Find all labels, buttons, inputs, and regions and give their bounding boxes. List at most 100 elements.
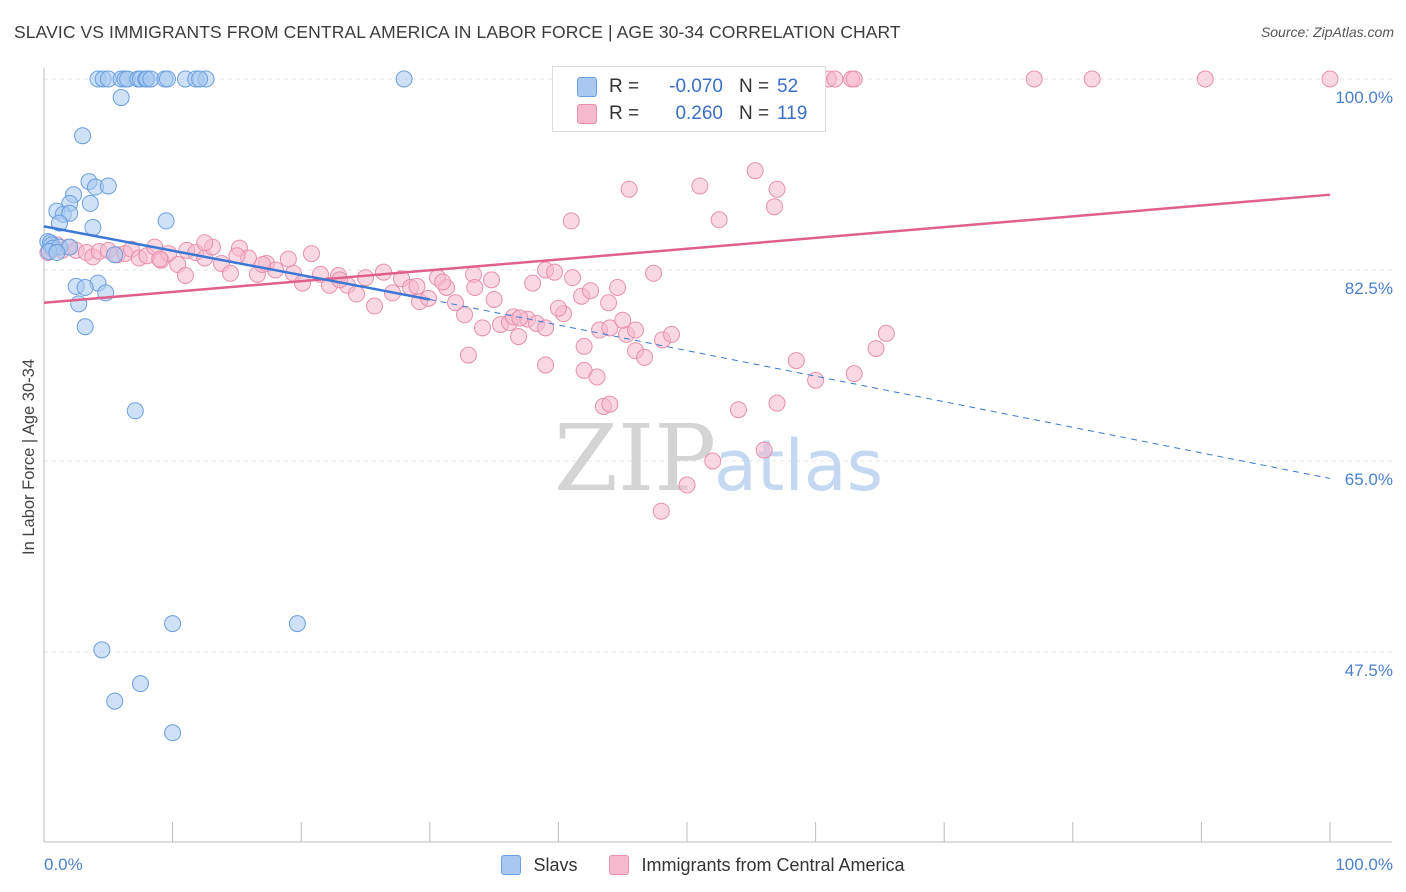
central-america-point [807,371,825,389]
central-america-point [1321,70,1339,88]
slavs-point [99,177,117,195]
watermark-atlas: atlas [714,425,883,507]
stats-row-slavs: R = -0.070 N = 52 [577,73,798,101]
central-america-point [627,321,645,339]
slavs-point [76,278,94,296]
stats-row-central-america: R = 0.260 N = 119 [577,100,807,128]
central-america-swatch [609,855,630,875]
central-america-point [366,297,384,315]
y-tick-label: 82.5% [1345,279,1393,298]
central-america-point [302,245,320,263]
central-america-point [710,211,728,229]
central-america-point [609,278,627,296]
series-legend: Slavs Immigrants from Central America [0,852,1406,878]
y-tick-label: 47.5% [1345,661,1393,680]
central-america-point [765,198,783,216]
central-america-point [474,319,492,337]
central-america-point [1083,70,1101,88]
slavs-point [76,318,94,336]
central-america-trend-line [43,193,1331,304]
slavs-point [48,244,66,262]
central-america-point [845,365,863,383]
y-axis-label: In Labor Force | Age 30-34 [20,359,38,555]
x-tick-label: 100.0% [1335,855,1393,874]
central-america-point [279,250,297,268]
central-america-point [768,394,786,412]
r-value: 0.260 [675,103,723,124]
slavs-point [164,724,182,742]
central-america-point [678,476,696,494]
slavs-point [112,89,130,107]
slavs-point [50,214,68,232]
y-tick-label: 65.0% [1345,470,1393,489]
slavs-point [191,70,209,88]
central-america-point [575,337,593,355]
central-america-point [466,278,484,296]
central-america-point [601,319,619,337]
central-america-point [331,271,349,289]
source-credit: Source: ZipAtlas.com [1260,24,1394,40]
slavs-point [84,218,102,236]
r-label: R = [609,76,640,97]
central-america-point [562,212,580,230]
central-america-point [746,162,764,180]
central-america-point [755,441,773,459]
central-america-point [845,70,863,88]
chart-title: SLAVIC VS IMMIGRANTS FROM CENTRAL AMERIC… [14,22,901,42]
slavs-point [395,70,413,88]
central-america-point [546,263,564,281]
slavs-points [39,70,413,742]
slavs-point [106,692,124,710]
central-america-point [447,294,465,312]
n-label: N = [739,76,770,97]
central-america-point [459,346,477,364]
central-america-point [254,256,272,274]
central-america-point [867,340,885,358]
central-america-point [652,502,670,520]
central-america-point [511,309,529,327]
slavs-point [288,615,306,633]
central-america-point [483,271,501,289]
n-value: 52 [777,76,799,97]
slavs-point [93,641,111,659]
axes [43,68,1392,843]
r-value: -0.070 [669,76,723,97]
central-america-point [537,356,555,374]
central-america-point [524,274,542,292]
central-america-point [485,290,503,308]
n-label: N = [739,103,770,124]
central-america-swatch [577,104,597,124]
central-america-point [704,452,722,470]
slavs-trend-line-extension [429,298,1331,479]
central-america-point [434,273,452,291]
central-america-point [510,328,528,346]
gridlines [44,78,1392,653]
slavs-point [158,70,176,88]
central-america-point [196,234,214,252]
central-america-point [877,324,895,342]
central-america-point [176,266,194,284]
central-america-point [600,294,618,312]
central-america-point [537,319,555,337]
slavs-point [74,127,92,145]
central-america-point [691,177,709,195]
slavs-point [126,402,144,420]
legend-label: Slavs [533,854,578,875]
slavs-point [157,212,175,230]
slavs-point [81,194,99,212]
slavs-point [142,70,160,88]
central-america-point [620,180,638,198]
central-america-point [614,311,632,329]
n-value: 119 [777,103,808,124]
central-america-point [768,180,786,198]
central-america-point [1196,70,1214,88]
r-label: R = [609,103,640,124]
central-america-point [1025,70,1043,88]
central-america-point [663,325,681,343]
central-america-point [582,282,600,300]
central-america-point [826,70,844,88]
legend-label: Immigrants from Central America [641,854,905,875]
central-america-point [347,285,365,303]
